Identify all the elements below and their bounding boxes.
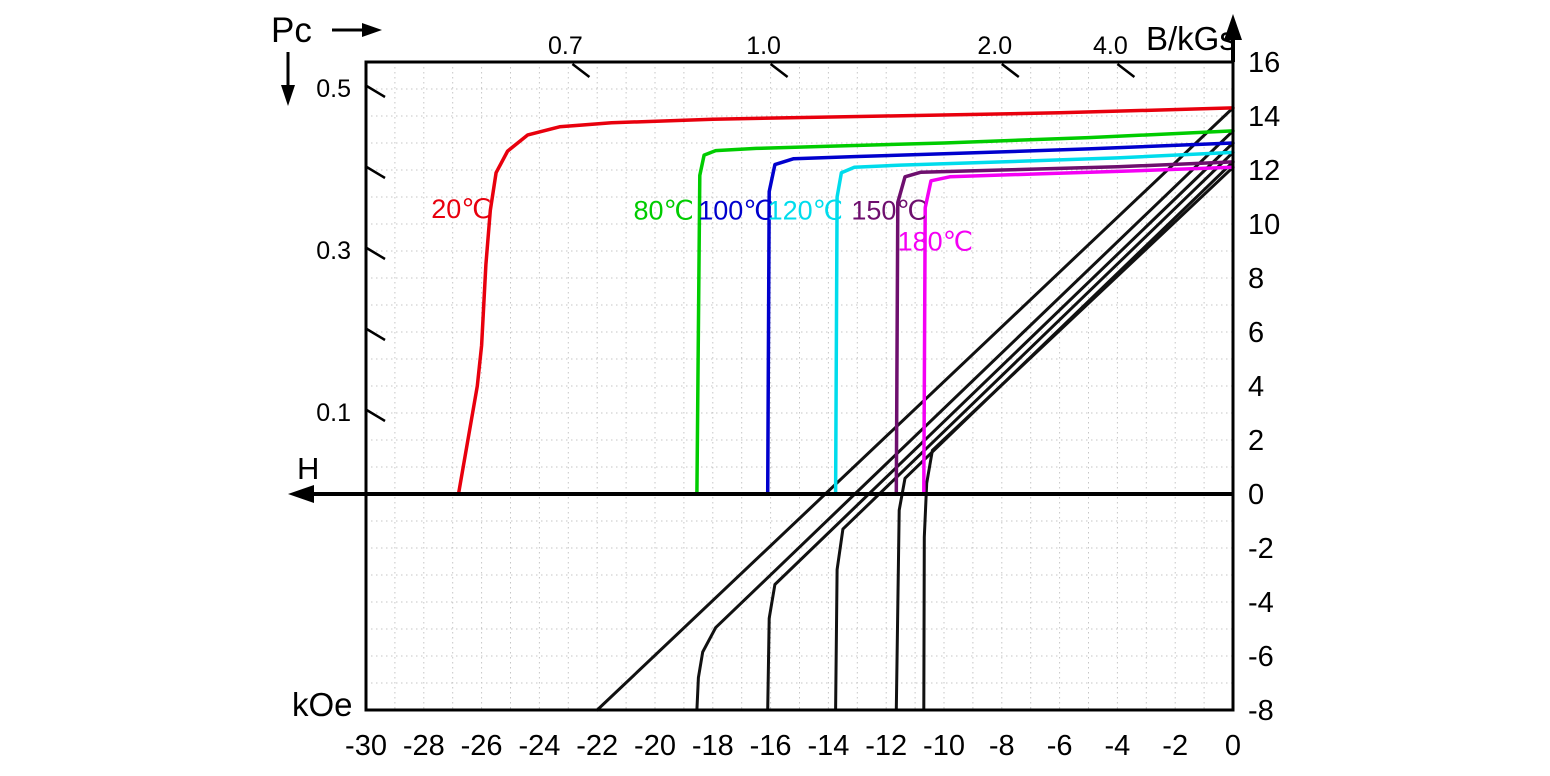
h-axis-arrow-icon <box>288 485 314 503</box>
temp-label-180c: 180℃ <box>898 227 973 257</box>
pc-top-tick <box>1116 63 1136 78</box>
pc-left-tick <box>364 164 386 180</box>
b-tick-label: 16 <box>1248 47 1280 79</box>
temp-label-150c: 150℃ <box>851 196 926 226</box>
h-axis-title: H <box>297 451 320 486</box>
h-tick-label: -16 <box>750 730 792 762</box>
curve-normal-80c <box>695 129 1235 712</box>
h-tick-label: -28 <box>403 730 445 762</box>
pc-top-tick-label: 2.0 <box>977 32 1012 60</box>
b-tick-label: 6 <box>1248 317 1264 349</box>
h-tick-label: -20 <box>634 730 676 762</box>
pc-top-tick-label: 1.0 <box>746 32 781 60</box>
curve-normal-180c <box>922 165 1235 712</box>
b-tick-label: 2 <box>1248 425 1264 457</box>
pc-top-tick-label: 0.7 <box>548 32 583 60</box>
h-axis-unit: kOe <box>292 686 353 723</box>
b-axis-title: B/kGs <box>1146 20 1236 57</box>
curve-intrinsic-20c <box>456 106 1235 496</box>
pc-top-tick <box>571 63 591 78</box>
h-tick-label: -18 <box>692 730 734 762</box>
pc-right-arrow-icon <box>362 23 382 37</box>
b-tick-label: 8 <box>1248 263 1264 295</box>
h-tick-label: -4 <box>1105 730 1131 762</box>
temp-label-80c: 80℃ <box>633 196 693 226</box>
b-tick-label: 14 <box>1248 101 1280 133</box>
h-tick-label: -2 <box>1162 730 1188 762</box>
curve-intrinsic-180c <box>922 165 1235 496</box>
pc-left-tick <box>364 407 386 423</box>
curve-intrinsic-120c <box>833 150 1235 496</box>
h-tick-label: 0 <box>1225 730 1241 762</box>
pc-top-tick <box>769 63 789 78</box>
pc-top-tick-label: 4.0 <box>1093 32 1128 60</box>
b-tick-label: 10 <box>1248 209 1280 241</box>
b-tick-label: 4 <box>1248 371 1264 403</box>
curve-normal-100c <box>766 141 1235 712</box>
b-tick-label: 12 <box>1248 155 1280 187</box>
b-tick-label: 0 <box>1248 479 1264 511</box>
b-tick-label: -8 <box>1248 695 1274 727</box>
b-axis-arrow-icon <box>1224 14 1242 40</box>
b-tick-label: -4 <box>1248 587 1274 619</box>
h-tick-label: -24 <box>518 730 560 762</box>
temp-label-120c: 120℃ <box>768 196 843 226</box>
pc-left-tick-label: 0.3 <box>316 237 351 265</box>
h-tick-label: -8 <box>989 730 1015 762</box>
b-tick-label: -2 <box>1248 533 1274 565</box>
curve-intrinsic-100c <box>765 141 1235 496</box>
curve-normal-20c <box>595 106 1235 712</box>
pc-left-tick <box>364 326 386 342</box>
h-tick-label: -26 <box>461 730 503 762</box>
plot-border <box>364 60 1235 712</box>
h-tick-label: -6 <box>1047 730 1073 762</box>
curve-intrinsic-150c <box>894 160 1235 496</box>
curve-normal-120c <box>834 150 1235 712</box>
temp-label-100c: 100℃ <box>698 196 773 226</box>
pc-top-tick <box>1001 63 1020 78</box>
h-tick-label: -14 <box>807 730 849 762</box>
pc-left-tick-label: 0.1 <box>316 399 351 427</box>
pc-left-tick-label: 0.5 <box>316 75 351 103</box>
temp-label-20c: 20℃ <box>431 194 491 224</box>
pc-axis-title: Pc <box>271 11 312 50</box>
b-tick-label: -6 <box>1248 641 1274 673</box>
h-tick-label: -10 <box>923 730 965 762</box>
curve-intrinsic-80c <box>695 129 1235 496</box>
h-tick-label: -12 <box>865 730 907 762</box>
h-tick-label: -30 <box>345 730 387 762</box>
pc-left-tick <box>364 245 386 261</box>
pc-down-arrow-icon <box>281 85 295 106</box>
pc-left-tick <box>364 83 386 99</box>
h-tick-label: -22 <box>576 730 618 762</box>
